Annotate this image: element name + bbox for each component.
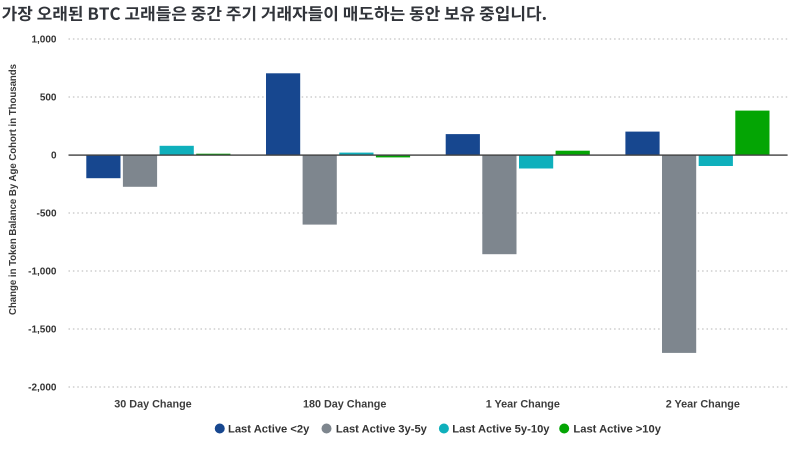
svg-text:30 Day Change: 30 Day Change <box>114 399 191 411</box>
svg-text:-2,000: -2,000 <box>28 383 57 394</box>
svg-text:-500: -500 <box>36 209 56 220</box>
svg-text:-1,000: -1,000 <box>28 267 57 278</box>
svg-text:Last Active <2y: Last Active <2y <box>228 423 310 435</box>
svg-text:Last Active >10y: Last Active >10y <box>573 423 661 435</box>
svg-text:1,000: 1,000 <box>31 35 56 46</box>
svg-text:2 Year Change: 2 Year Change <box>666 399 740 411</box>
svg-text:500: 500 <box>40 93 57 104</box>
svg-text:Last Active 5y-10y: Last Active 5y-10y <box>452 423 550 435</box>
svg-text:Last Active 3y-5y: Last Active 3y-5y <box>336 423 428 435</box>
svg-text:180 Day Change: 180 Day Change <box>303 399 386 411</box>
svg-text:-1,500: -1,500 <box>28 325 57 336</box>
svg-text:Change in Token Balance By Age: Change in Token Balance By Age Cohort in… <box>8 64 19 315</box>
svg-text:1 Year Change: 1 Year Change <box>486 399 560 411</box>
svg-text:0: 0 <box>51 151 57 162</box>
